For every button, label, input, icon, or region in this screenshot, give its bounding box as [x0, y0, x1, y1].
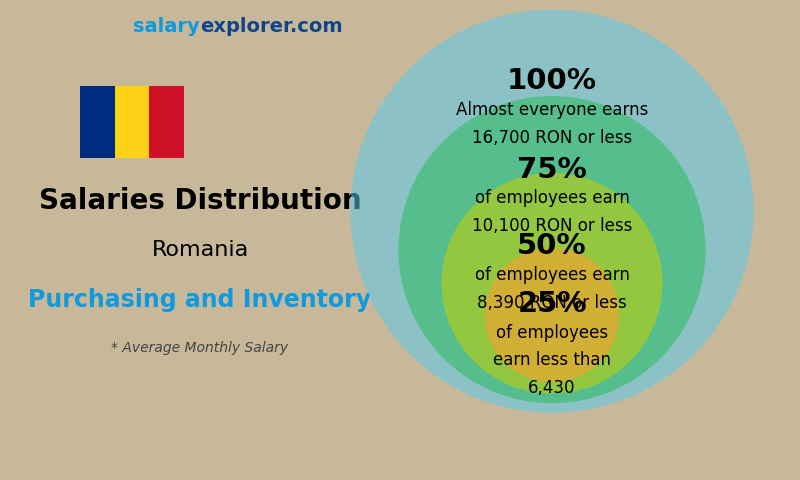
Text: Almost everyone earns: Almost everyone earns [456, 101, 648, 119]
Text: * Average Monthly Salary: * Average Monthly Salary [111, 341, 289, 355]
Circle shape [398, 96, 706, 403]
Text: 100%: 100% [507, 67, 597, 95]
Text: earn less than: earn less than [493, 351, 611, 370]
Bar [114, 86, 150, 158]
Text: 8,390 RON or less: 8,390 RON or less [477, 294, 627, 312]
Text: 50%: 50% [517, 232, 587, 260]
Circle shape [442, 173, 662, 394]
Text: Purchasing and Inventory: Purchasing and Inventory [29, 288, 371, 312]
Text: 75%: 75% [517, 156, 587, 183]
Text: 25%: 25% [518, 290, 586, 318]
Text: 10,100 RON or less: 10,100 RON or less [472, 217, 632, 235]
Bar [80, 86, 114, 158]
Text: of employees earn: of employees earn [474, 266, 630, 284]
Text: of employees earn: of employees earn [474, 189, 630, 207]
Circle shape [350, 10, 754, 413]
Text: 6,430: 6,430 [528, 379, 576, 397]
Circle shape [485, 248, 619, 382]
Text: of employees: of employees [496, 324, 608, 342]
Text: explorer.com: explorer.com [200, 17, 342, 36]
Text: Salaries Distribution: Salaries Distribution [38, 187, 362, 215]
Text: salary: salary [134, 17, 200, 36]
Text: Romania: Romania [151, 240, 249, 260]
Bar [150, 86, 184, 158]
Text: 16,700 RON or less: 16,700 RON or less [472, 129, 632, 147]
